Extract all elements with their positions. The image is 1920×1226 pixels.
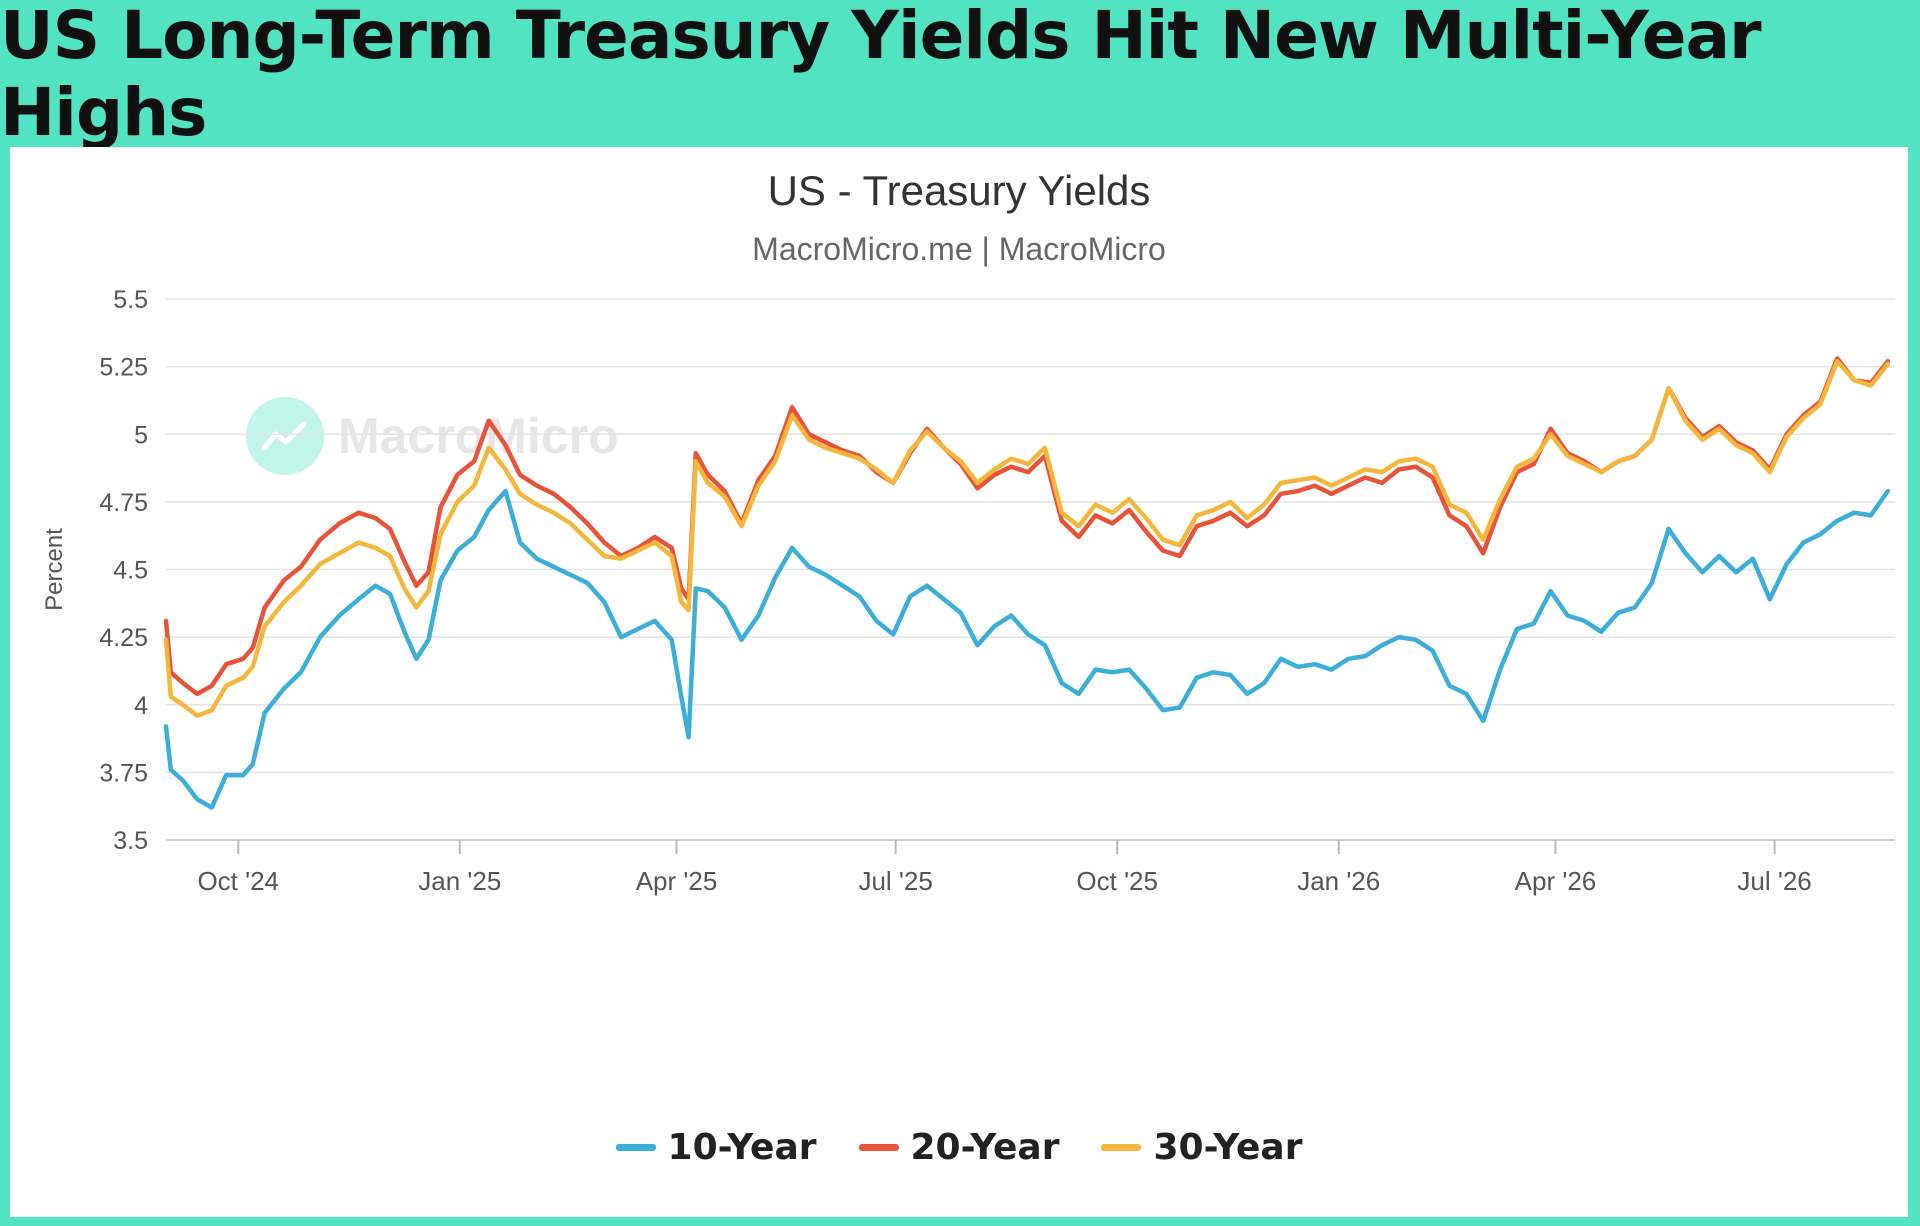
y-axis-ticks: 3.5 3.75 4 4.25 4.5 4.75 5 5.25 5.5 [99,286,148,855]
legend: 10-Year 20-Year 30-Year [10,1127,1908,1168]
chart-title: US - Treasury Yields [767,167,1151,214]
legend-label-10-year: 10-Year [667,1127,817,1168]
line-chart: 3.5 3.75 4 4.25 4.5 4.75 5 5.25 5.5 Oct '24 Jan '… [41,286,1895,896]
banner: US Long-Term Treasury Yields Hit New Mul… [0,0,1920,151]
watermark-logo-icon [246,397,324,475]
y-tick-label: 3.75 [99,759,148,787]
y-tick-label: 4.75 [99,489,148,517]
y-tick-label: 4.25 [99,624,148,652]
x-tick-label: Jan '25 [418,866,501,896]
gridlines [166,298,1895,841]
x-tick-label: Jan '26 [1297,866,1380,896]
legend-label-20-year: 20-Year [910,1127,1060,1168]
y-axis-label: Percent [41,528,68,611]
chart-panel: US - Treasury Yields MacroMicro.me | Mac… [10,147,1908,1217]
y-tick-label: 4.5 [113,557,148,585]
banner-title: US Long-Term Treasury Yields Hit New Mul… [0,0,1762,151]
x-tick-label: Apr '25 [636,866,718,896]
legend-item-20-year[interactable]: 20-Year [858,1127,1060,1168]
x-tick-label: Apr '26 [1515,866,1597,896]
series-lines [163,356,1891,810]
series-line-30-year [163,358,1891,718]
y-tick-label: 5.25 [99,354,148,382]
legend-item-10-year[interactable]: 10-Year [615,1127,817,1168]
x-tick-label: Jul '26 [1737,866,1811,896]
x-tick-label: Jul '25 [858,866,932,896]
legend-swatch-30-year [1101,1144,1142,1151]
y-tick-label: 5 [134,421,148,449]
legend-label-30-year: 30-Year [1153,1127,1303,1168]
y-tick-label: 3.5 [113,827,148,855]
x-tick-label: Oct '25 [1076,866,1158,896]
x-axis: Oct '24 Jan '25 Apr '25 Jul '25 Oct '25 Jan '… [166,839,1895,896]
y-tick-label: 5.5 [113,286,148,314]
y-tick-label: 4 [134,692,148,720]
legend-swatch-20-year [858,1144,899,1151]
legend-item-30-year[interactable]: 30-Year [1101,1127,1302,1168]
legend-swatch-10-year [615,1144,656,1151]
chart-subtitle: MacroMicro.me | MacroMicro [752,231,1166,267]
x-tick-label: Oct '24 [197,866,279,896]
series-line-10-year [163,488,1891,810]
